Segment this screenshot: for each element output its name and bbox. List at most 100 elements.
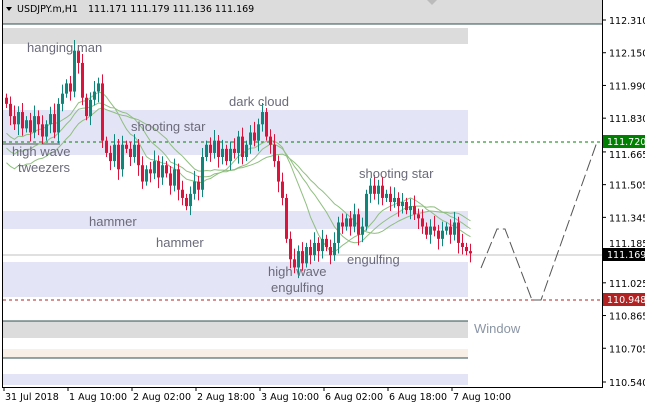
- candle: [185, 193, 188, 211]
- candle: [109, 145, 112, 171]
- time-axis[interactable]: 31 Jul 2018 1 Aug 10:00 2 Aug 02:00 2 Aug 1…: [3, 387, 511, 403]
- candle: [217, 134, 220, 168]
- time-tick-label: 1 Aug 10:00: [69, 392, 127, 403]
- candle: [133, 134, 136, 163]
- candle-body: [405, 202, 408, 211]
- candle-body: [321, 238, 324, 252]
- time-tick-label: 31 Jul 2018: [5, 392, 59, 403]
- candle: [209, 137, 212, 162]
- candle-body: [237, 136, 240, 153]
- candle-body: [369, 185, 372, 194]
- zone-bottom: [3, 374, 468, 385]
- triangle-down-icon[interactable]: [6, 7, 12, 11]
- price-tick-label: 110.865: [609, 312, 645, 323]
- candle-body: [337, 222, 340, 243]
- candle: [405, 197, 408, 215]
- candle-body: [125, 144, 128, 149]
- current-price-value: 111.169: [607, 250, 645, 261]
- candle-body: [49, 114, 52, 125]
- candle-body: [429, 226, 432, 235]
- candle: [281, 172, 284, 206]
- candle: [157, 155, 160, 189]
- candle-body: [389, 193, 392, 203]
- candle-body: [109, 152, 112, 162]
- candle: [285, 193, 288, 243]
- price-tick-label: 111.665: [609, 150, 645, 161]
- candle-body: [253, 132, 256, 141]
- candle-body: [385, 193, 388, 198]
- candle-body: [29, 120, 32, 133]
- price-axis[interactable]: 112.310 112.150 111.990 111.830 111.665 111.5…: [602, 16, 645, 389]
- price-tick-label: 111.025: [609, 279, 645, 290]
- candle-body: [69, 83, 72, 92]
- candle: [469, 243, 472, 263]
- time-tick-label: 7 Aug 10:00: [453, 392, 511, 403]
- take-profit-tag: [603, 135, 645, 148]
- candle: [105, 136, 108, 158]
- time-tick-label: 6 Aug 02:00: [325, 392, 383, 403]
- candle: [309, 239, 312, 265]
- candle-body: [37, 116, 40, 125]
- scroll-marker-icon: [427, 0, 437, 5]
- chart-header: [3, 0, 602, 24]
- candle: [93, 80, 96, 106]
- candle-body: [269, 136, 272, 145]
- candle: [373, 175, 376, 200]
- candle: [441, 221, 444, 247]
- candle-body: [353, 214, 356, 227]
- candle: [229, 141, 232, 171]
- candle-body: [301, 251, 304, 264]
- candle-body: [245, 144, 248, 158]
- candle: [125, 140, 128, 153]
- candle: [301, 242, 304, 271]
- candle: [381, 176, 384, 206]
- candle: [241, 127, 244, 165]
- candle: [25, 116, 28, 133]
- candle: [197, 175, 200, 201]
- candle-body: [157, 161, 160, 178]
- candle-body: [173, 169, 176, 186]
- candle: [5, 93, 8, 108]
- candle-body: [9, 103, 12, 117]
- stop-loss-tag: [603, 293, 645, 306]
- candle-body: [65, 83, 68, 94]
- symbol-label: USDJPY.m,H1: [17, 4, 78, 15]
- candle-body: [165, 165, 168, 174]
- candle: [377, 179, 380, 205]
- candle: [349, 211, 352, 236]
- candle-body: [25, 120, 28, 129]
- candle-body: [329, 247, 332, 256]
- candle-body: [137, 144, 140, 166]
- candle: [21, 103, 24, 136]
- candle: [361, 217, 364, 243]
- candle-body: [181, 189, 184, 198]
- price-tick-label: 111.990: [609, 81, 645, 92]
- candle: [273, 134, 276, 167]
- price-tick-label: 110.705: [609, 344, 645, 355]
- candle: [141, 156, 144, 189]
- stop-loss-value: 110.948: [607, 295, 645, 306]
- label-shooting-star: shooting star: [131, 119, 206, 134]
- candle-body: [265, 112, 268, 137]
- candle: [113, 134, 116, 167]
- candle: [269, 129, 272, 154]
- candle: [369, 178, 372, 203]
- candle-body: [413, 206, 416, 215]
- candle: [353, 203, 356, 233]
- candle-body: [297, 251, 300, 268]
- candle: [401, 193, 404, 214]
- candle-body: [285, 197, 288, 239]
- candle-body: [249, 132, 252, 145]
- candle-body: [361, 226, 364, 235]
- candle-body: [205, 144, 208, 158]
- candle-body: [309, 247, 312, 256]
- candle-body: [45, 124, 48, 137]
- candle: [193, 170, 196, 200]
- candle-body: [461, 242, 464, 248]
- candle: [213, 130, 216, 159]
- candle: [205, 140, 208, 162]
- price-tick-label: 110.540: [609, 378, 645, 389]
- candle: [117, 139, 120, 180]
- candle-body: [209, 144, 212, 153]
